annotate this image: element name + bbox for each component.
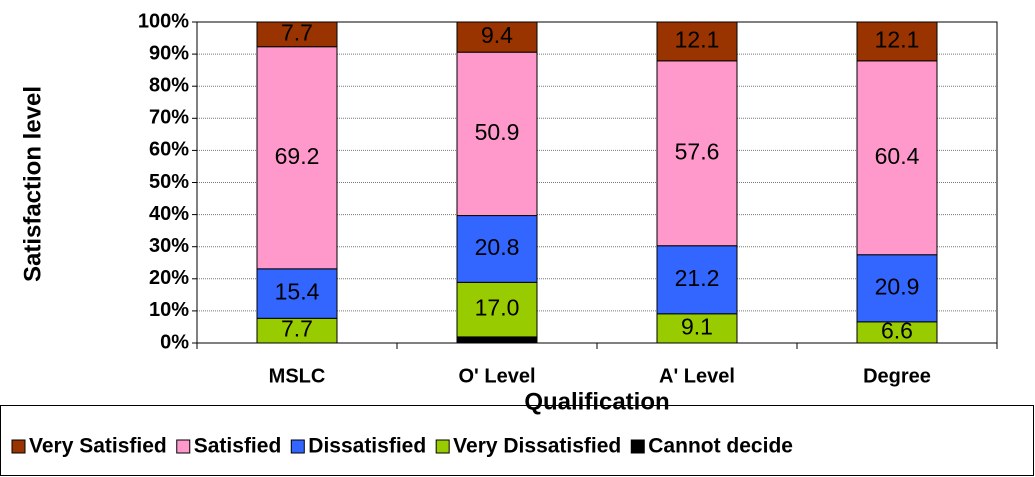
y-tick-label: 10%: [149, 299, 189, 321]
x-tick-label: MSLC: [269, 365, 326, 387]
y-tick-label: 70%: [149, 107, 189, 129]
bar-segment: [256, 268, 338, 319]
data-label: 9.1: [681, 313, 713, 339]
bar-segment: [456, 21, 538, 53]
bar-segment: [456, 281, 538, 338]
y-tick-label: 100%: [138, 10, 189, 32]
bar-segment: [456, 215, 538, 283]
data-label: 50.9: [475, 119, 520, 145]
data-label: 20.8: [475, 234, 520, 260]
legend-label: Dissatisfied: [308, 435, 426, 458]
legend-swatch: [11, 439, 26, 454]
legend-label: Cannot decide: [648, 435, 793, 458]
data-label: 60.4: [875, 143, 920, 169]
bar-segment: [656, 245, 738, 315]
x-tick-label: A' Level: [659, 365, 735, 387]
y-axis-title: Satisfaction level: [19, 86, 46, 282]
data-label: 69.2: [275, 143, 320, 169]
bar-segment: [856, 60, 938, 256]
legend-label: Very Satisfied: [29, 435, 167, 458]
y-tick-label: 40%: [149, 203, 189, 225]
y-tick-label: 90%: [149, 42, 189, 64]
data-label: 57.6: [675, 138, 720, 164]
y-tick-label: 60%: [149, 139, 189, 161]
data-label: 15.4: [275, 279, 320, 305]
bar-segment: [456, 51, 538, 217]
legend-label: Satisfied: [194, 435, 282, 458]
legend-box: [0, 405, 1034, 476]
legend-label: Very Dissatisfied: [453, 435, 621, 458]
y-tick-label: 30%: [149, 235, 189, 257]
data-label: 12.1: [675, 26, 720, 52]
data-label: 7.7: [281, 316, 313, 342]
bar-segment: [656, 60, 738, 247]
bar-segment: [456, 336, 538, 344]
legend-swatch: [435, 439, 450, 454]
data-label: 17.0: [475, 295, 520, 321]
data-label: 7.7: [281, 19, 313, 45]
x-tick-label: O' Level: [458, 365, 535, 387]
bar-segment: [656, 21, 738, 62]
legend-swatch: [630, 439, 645, 454]
y-tick-label: 50%: [149, 171, 189, 193]
bar-segment: [256, 21, 338, 48]
legend-swatch: [290, 439, 305, 454]
data-label: 12.1: [875, 26, 920, 52]
legend-swatch: [176, 439, 191, 454]
x-axis-title: Qualification: [524, 388, 669, 415]
y-tick-label: 0%: [160, 331, 189, 353]
bar-segment: [256, 46, 338, 270]
y-tick-label: 80%: [149, 74, 189, 96]
bar-segment: [856, 21, 938, 62]
data-label: 21.2: [675, 265, 720, 291]
y-tick-label: 20%: [149, 267, 189, 289]
data-label: 9.4: [481, 22, 513, 48]
bar-segment: [856, 254, 938, 323]
bar-segment: [656, 313, 738, 344]
x-tick-label: Degree: [863, 365, 931, 387]
data-label: 20.9: [875, 273, 920, 299]
